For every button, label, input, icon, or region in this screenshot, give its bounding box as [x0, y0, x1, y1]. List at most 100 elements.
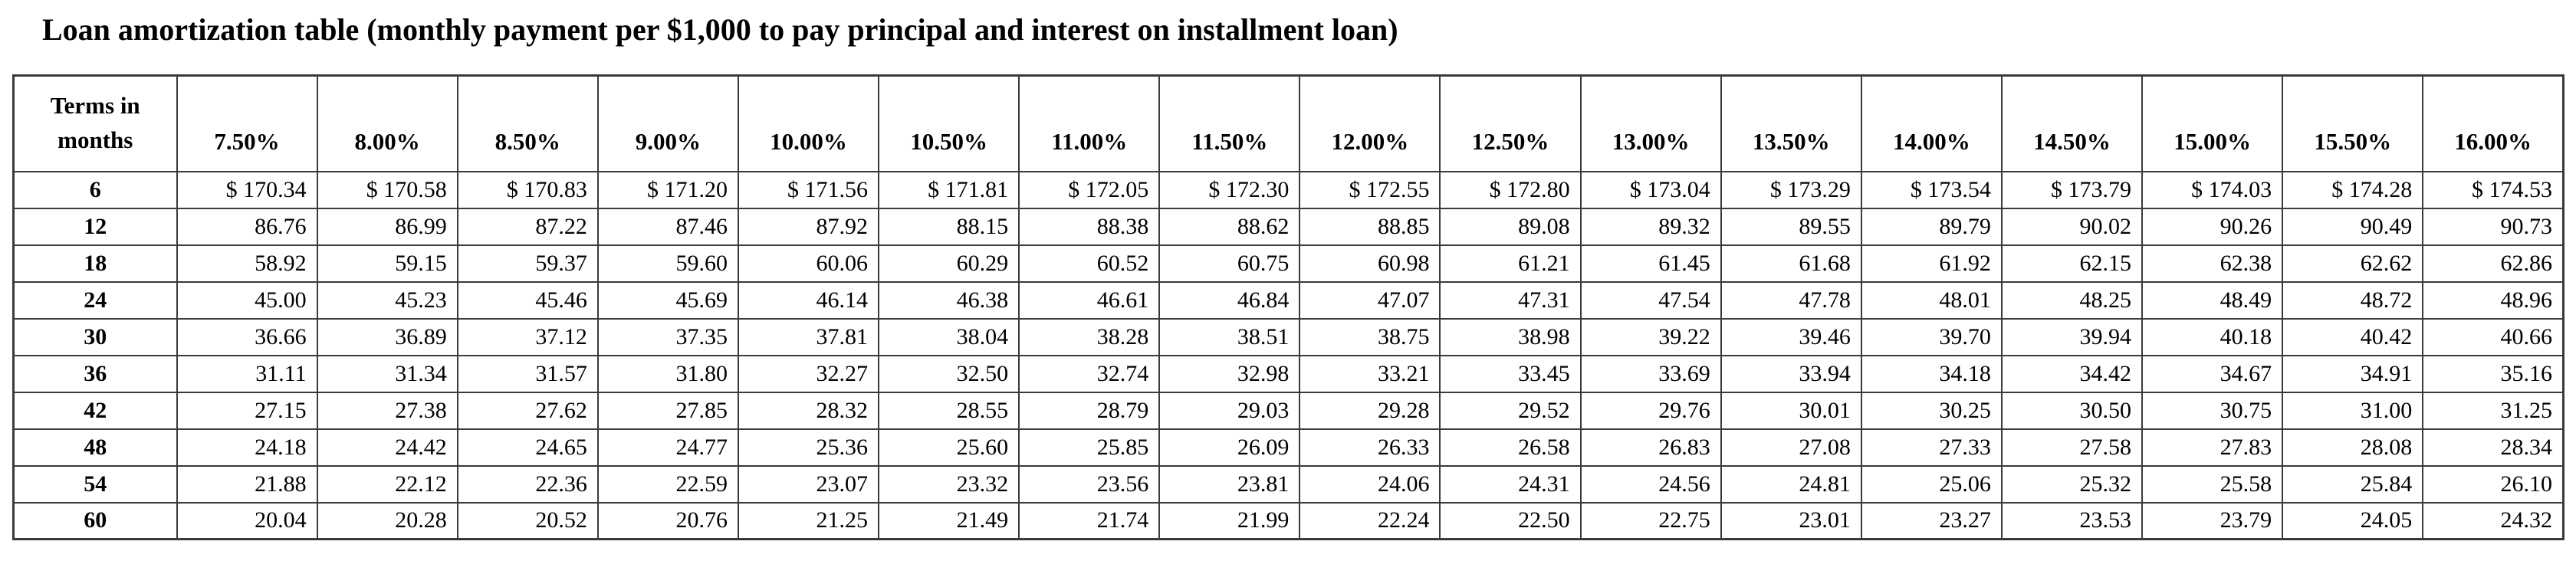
payment-cell: 38.04 — [878, 317, 1020, 356]
payment-cell: 28.32 — [737, 391, 880, 430]
payment-cell: 40.18 — [2141, 317, 2284, 356]
payment-cell: 23.56 — [1018, 464, 1161, 504]
payment-cell: 28.55 — [878, 391, 1020, 430]
table-row: 60 20.04 20.28 20.52 20.76 21.25 21.49 21.74 21.… — [12, 501, 2564, 540]
payment-cell: 24.05 — [2282, 501, 2424, 540]
payment-cell: 48.49 — [2141, 280, 2284, 320]
header-row: Terms in months 7.50% 8.00% 8.50% 9.00% 10.0… — [12, 74, 2564, 172]
payment-cell: 27.08 — [1720, 428, 1862, 467]
payment-cell: 48.25 — [2000, 280, 2144, 320]
payment-cell: 27.33 — [1860, 428, 2003, 467]
payment-cell: 24.77 — [596, 428, 739, 467]
payment-cell: $ 170.83 — [456, 170, 599, 209]
payment-cell: 24.42 — [316, 428, 458, 467]
rate-header: 15.50% — [2282, 74, 2424, 172]
payment-cell: 20.76 — [596, 501, 739, 540]
payment-cell: 39.94 — [2000, 317, 2144, 356]
table-row: 54 21.88 22.12 22.36 22.59 23.07 23.32 23.56 23.… — [12, 464, 2564, 504]
payment-cell: 22.36 — [456, 464, 599, 504]
payment-cell: 29.76 — [1579, 391, 1722, 430]
payment-cell: 27.83 — [2141, 428, 2284, 467]
payment-cell: 38.75 — [1299, 317, 1441, 356]
payment-cell: 33.69 — [1579, 354, 1722, 393]
payment-cell: 32.27 — [737, 354, 880, 393]
payment-cell: 86.99 — [316, 207, 458, 246]
payment-cell: 24.06 — [1299, 464, 1441, 504]
payment-cell: 59.15 — [316, 244, 458, 283]
rate-header: 13.00% — [1579, 74, 1722, 172]
payment-cell: 45.46 — [456, 280, 599, 320]
payment-cell: 47.31 — [1439, 280, 1582, 320]
payment-cell: 46.84 — [1158, 280, 1301, 320]
payment-cell: 90.49 — [2282, 207, 2424, 246]
table-row: 36 31.11 31.34 31.57 31.80 32.27 32.50 32.74 32.… — [12, 354, 2564, 393]
payment-cell: 34.91 — [2282, 354, 2424, 393]
payment-cell: 25.85 — [1018, 428, 1161, 467]
payment-cell: 32.98 — [1158, 354, 1301, 393]
payment-cell: 88.85 — [1299, 207, 1441, 246]
payment-cell: 59.37 — [456, 244, 599, 283]
payment-cell: 33.45 — [1439, 354, 1582, 393]
payment-cell: 23.07 — [737, 464, 880, 504]
page-title: Loan amortization table (monthly payment… — [42, 12, 1398, 47]
term-cell: 60 — [12, 501, 178, 540]
payment-cell: 90.26 — [2141, 207, 2284, 246]
payment-cell: 24.56 — [1579, 464, 1722, 504]
payment-cell: 45.69 — [596, 280, 739, 320]
payment-cell: 39.22 — [1579, 317, 1722, 356]
payment-cell: 46.61 — [1018, 280, 1161, 320]
payment-cell: $ 174.28 — [2282, 170, 2424, 209]
rate-header: 14.50% — [2000, 74, 2144, 172]
payment-cell: 32.74 — [1018, 354, 1161, 393]
payment-cell: 21.88 — [176, 464, 318, 504]
payment-cell: 46.38 — [878, 280, 1020, 320]
term-cell: 18 — [12, 244, 178, 283]
payment-cell: 33.94 — [1720, 354, 1862, 393]
payment-cell: 88.38 — [1018, 207, 1161, 246]
payment-cell: 30.50 — [2000, 391, 2144, 430]
payment-cell: 89.32 — [1579, 207, 1722, 246]
table-row: 48 24.18 24.42 24.65 24.77 25.36 25.60 25.85 26.… — [12, 428, 2564, 467]
payment-cell: 60.98 — [1299, 244, 1441, 283]
payment-cell: 31.00 — [2282, 391, 2424, 430]
payment-cell: 89.08 — [1439, 207, 1582, 246]
payment-cell: 24.65 — [456, 428, 599, 467]
payment-cell: 61.68 — [1720, 244, 1862, 283]
payment-cell: $ 170.58 — [316, 170, 458, 209]
payment-cell: 23.53 — [2000, 501, 2144, 540]
payment-cell: $ 173.04 — [1579, 170, 1722, 209]
payment-cell: 87.92 — [737, 207, 880, 246]
terms-in-months-header: Terms in months — [12, 74, 178, 172]
payment-cell: 22.59 — [596, 464, 739, 504]
term-cell: 24 — [12, 280, 178, 320]
payment-cell: 28.08 — [2282, 428, 2424, 467]
payment-cell: 36.89 — [316, 317, 458, 356]
payment-cell: 90.02 — [2000, 207, 2144, 246]
term-cell: 6 — [12, 170, 178, 209]
payment-cell: 20.52 — [456, 501, 599, 540]
payment-cell: 60.06 — [737, 244, 880, 283]
table-row: 30 36.66 36.89 37.12 37.35 37.81 38.04 38.28 38.… — [12, 317, 2564, 356]
payment-cell: 37.12 — [456, 317, 599, 356]
payment-cell: $ 172.80 — [1439, 170, 1582, 209]
payment-cell: 31.80 — [596, 354, 739, 393]
payment-cell: 28.34 — [2422, 428, 2564, 467]
payment-cell: 26.33 — [1299, 428, 1441, 467]
payment-cell: $ 173.79 — [2000, 170, 2144, 209]
payment-cell: 60.29 — [878, 244, 1020, 283]
rate-header: 7.50% — [176, 74, 318, 172]
payment-cell: 25.36 — [737, 428, 880, 467]
payment-cell: 87.22 — [456, 207, 599, 246]
payment-cell: 21.99 — [1158, 501, 1301, 540]
payment-cell: 25.06 — [1860, 464, 2003, 504]
payment-cell: 32.50 — [878, 354, 1020, 393]
payment-cell: 90.73 — [2422, 207, 2564, 246]
payment-cell: 60.75 — [1158, 244, 1301, 283]
payment-cell: 39.46 — [1720, 317, 1862, 356]
payment-cell: 35.16 — [2422, 354, 2564, 393]
amortization-table: Terms in months 7.50% 8.00% 8.50% 9.00% 10.0… — [12, 74, 2564, 540]
payment-cell: 88.62 — [1158, 207, 1301, 246]
payment-cell: 61.92 — [1860, 244, 2003, 283]
payment-cell: 24.31 — [1439, 464, 1582, 504]
payment-cell: 61.45 — [1579, 244, 1722, 283]
